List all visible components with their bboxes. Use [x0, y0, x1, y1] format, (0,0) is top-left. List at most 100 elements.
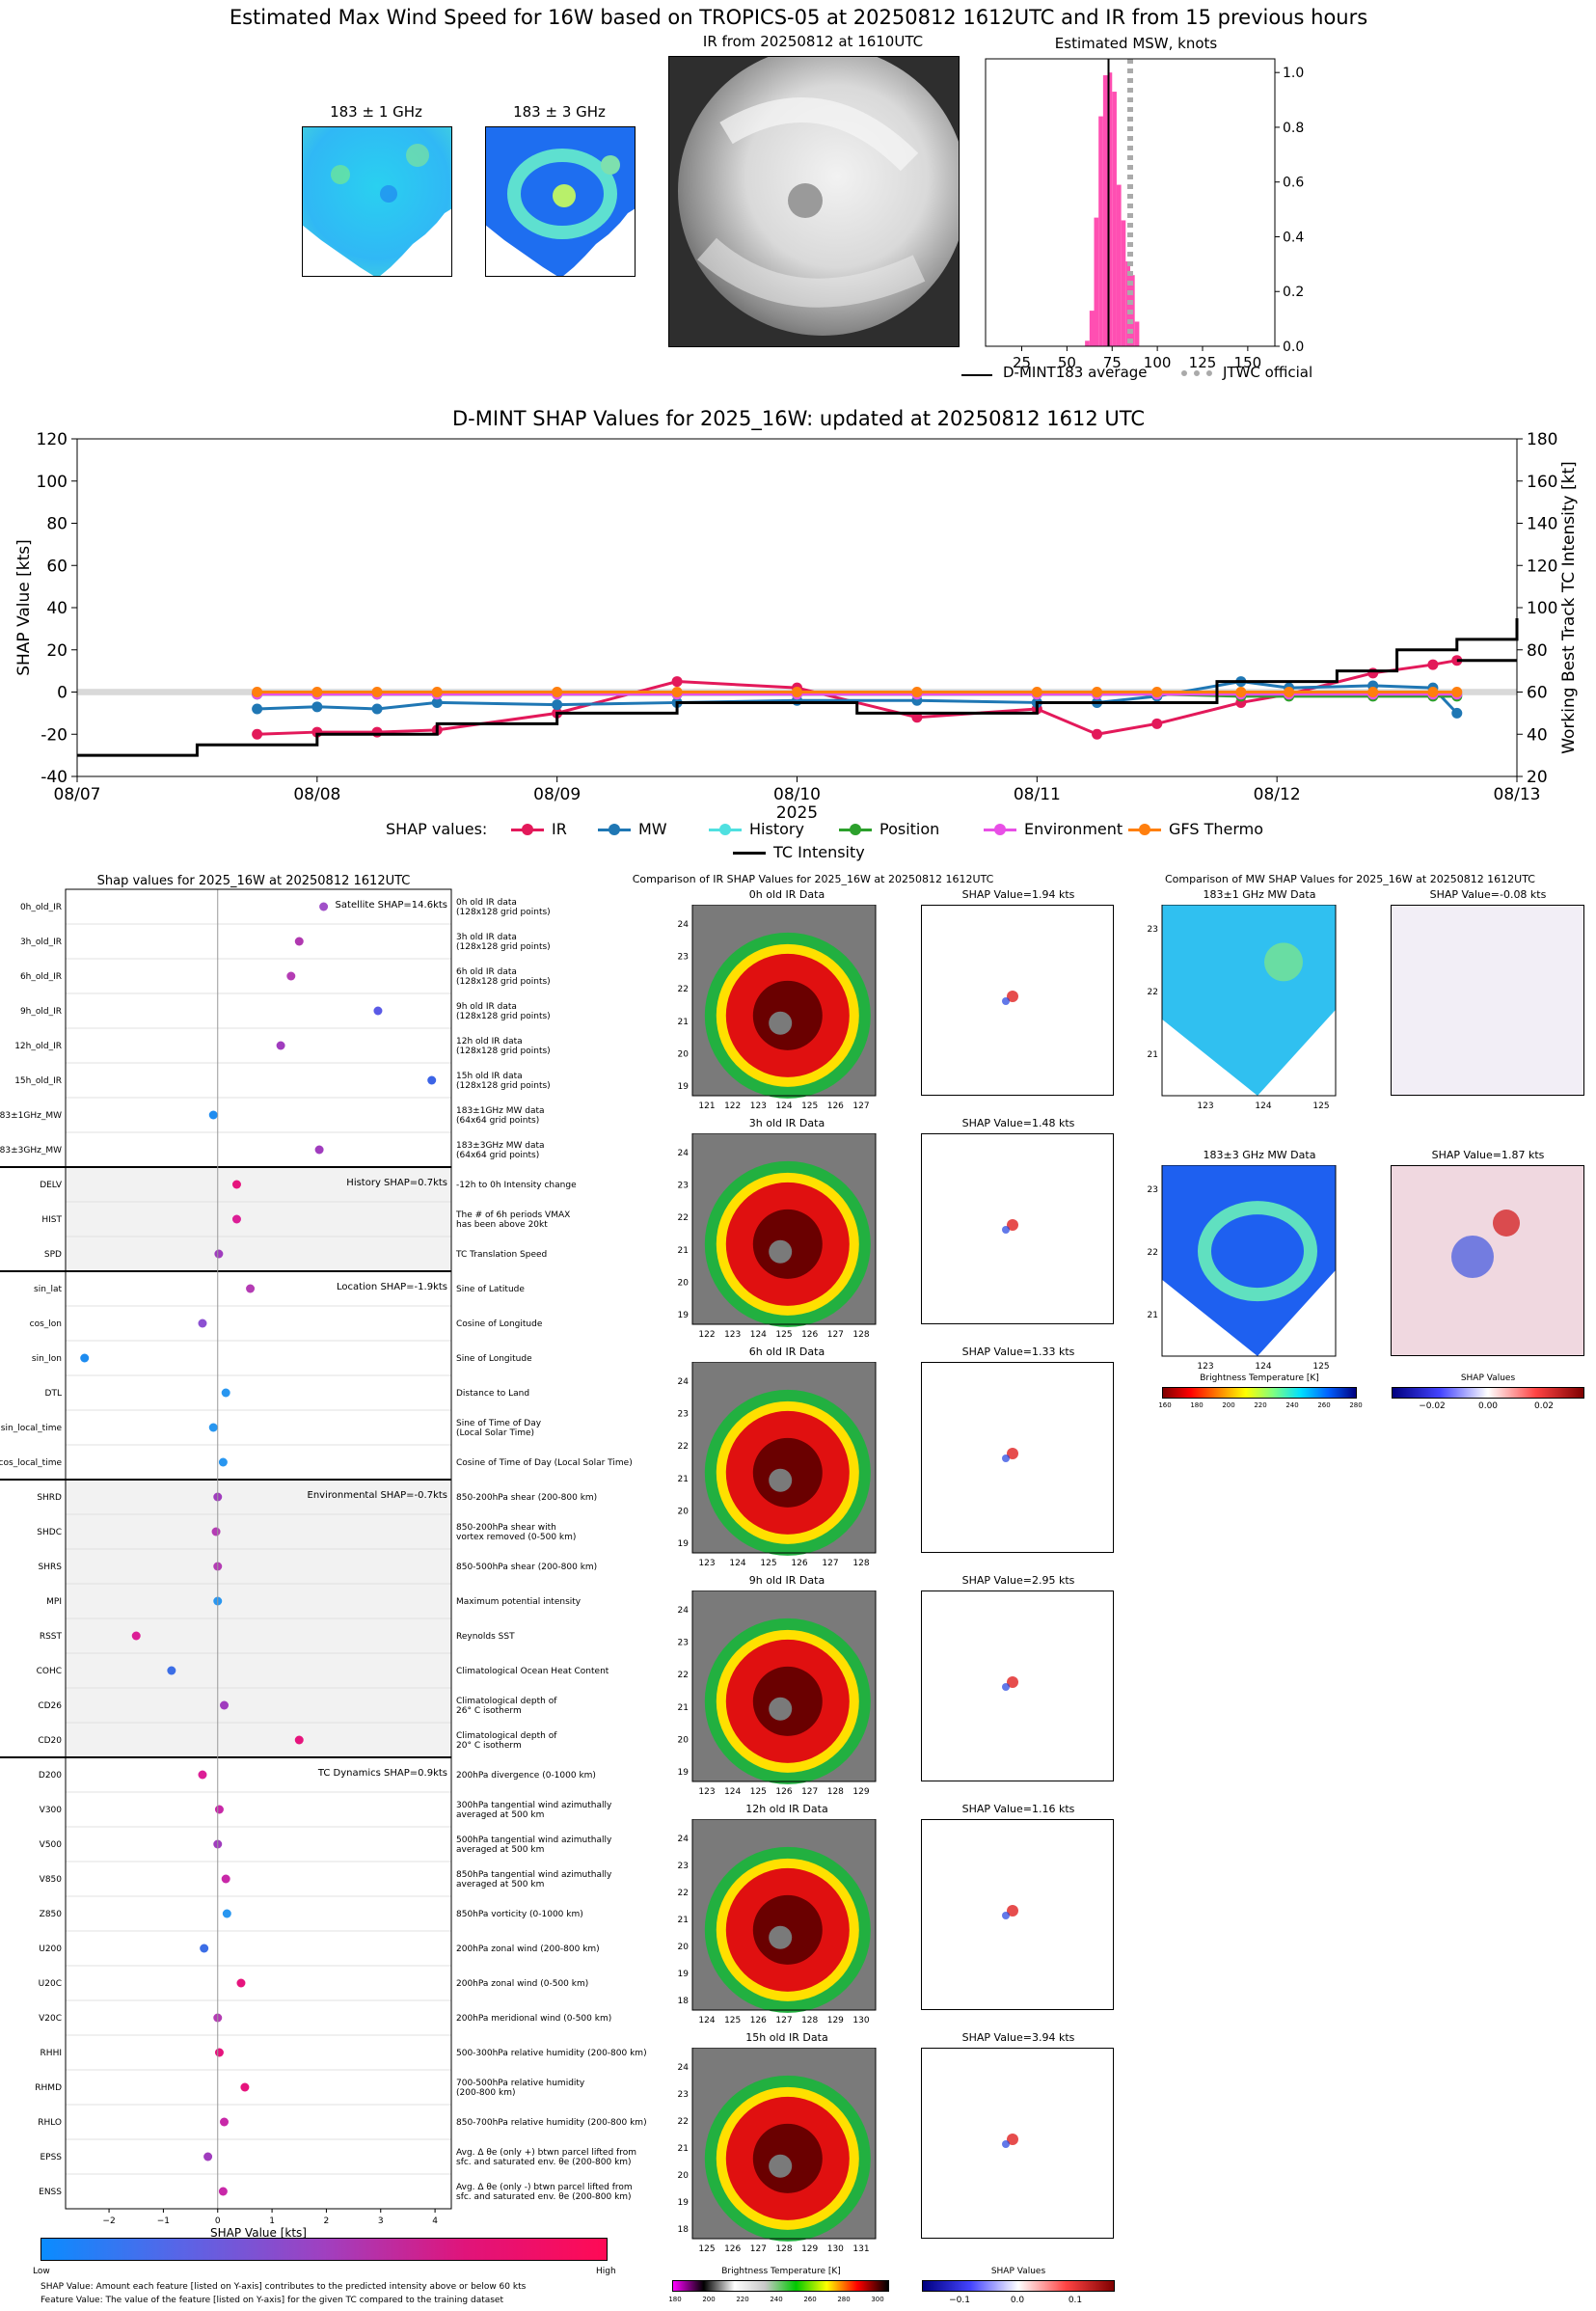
series-point — [371, 703, 383, 715]
ts-y2tick-label: 120 — [1527, 557, 1557, 576]
ir-shap-label: SHAP Value=1.16 kts — [961, 1803, 1075, 1815]
feature-point — [214, 1249, 224, 1259]
ir-xtick-label: 130 — [852, 2016, 869, 2026]
ir-shap-cold — [1002, 1455, 1010, 1462]
ir-shap-hot — [1007, 1676, 1018, 1688]
feature-label: RSST — [40, 1632, 63, 1642]
ir-frame — [691, 905, 877, 1097]
ir-shap-frame — [921, 2048, 1114, 2239]
ir-bt-tick: 180 — [668, 2296, 682, 2303]
ir-panel-label: 0h old IR Data — [748, 888, 825, 901]
feature-xtick-label: 3 — [378, 2216, 384, 2226]
ts-y2tick-label: 60 — [1527, 684, 1548, 703]
mw-shap-label: SHAP Value=1.87 kts — [1431, 1149, 1545, 1161]
feature-label: CD26 — [38, 1701, 62, 1711]
feature-desc: (128x128 grid points) — [456, 977, 551, 987]
feature-point — [427, 1075, 437, 1085]
ts-xtick-label: 08/10 — [773, 785, 821, 804]
feature-point — [198, 1319, 207, 1328]
feature-point — [319, 902, 329, 911]
feature-label: U20C — [39, 1979, 62, 1989]
feature-desc: Distance to Land — [456, 1389, 529, 1399]
ir-xtick-label: 124 — [729, 1559, 745, 1568]
ts-xlabel: 2025 — [776, 803, 818, 823]
feature-label: RHLO — [38, 2118, 62, 2128]
series-point — [252, 728, 263, 740]
ir-frame — [691, 1819, 877, 2011]
series-point — [252, 687, 263, 697]
series-point — [1367, 667, 1379, 679]
feature-label: V20C — [39, 2014, 62, 2024]
ts-ytick-label: 60 — [46, 557, 68, 576]
feature-colorbar — [41, 2238, 608, 2261]
feature-label: ENSS — [39, 2188, 62, 2197]
feature-xlabel: SHAP Value [kts] — [210, 2226, 307, 2238]
ir-ytick-label: 19 — [678, 1768, 690, 1778]
hist-ytick-label: 0.2 — [1283, 285, 1304, 300]
ir-xtick-label: 126 — [775, 1787, 792, 1797]
feature-point — [211, 1527, 221, 1536]
ir-bt-tick: 300 — [871, 2296, 884, 2303]
feature-point — [294, 937, 304, 946]
mw-patch — [1264, 942, 1303, 982]
ir-xtick-label: 125 — [775, 1330, 792, 1340]
ir-ytick-label: 22 — [678, 2117, 689, 2127]
ir-eye — [769, 2154, 793, 2178]
ir-xtick-label: 126 — [791, 1559, 807, 1568]
feature-desc: 15h old IR data — [456, 1072, 523, 1081]
hist-xtick-label: 75 — [1103, 354, 1122, 371]
feature-desc: (128x128 grid points) — [456, 1047, 551, 1056]
ts-ytick-label: 120 — [37, 430, 68, 449]
legend-label: MW — [638, 820, 667, 838]
mw-frame — [1161, 1165, 1337, 1357]
footnote-2: Feature Value: The value of the feature … — [41, 2296, 504, 2305]
feature-point — [218, 2187, 228, 2196]
feature-desc: 0h old IR data — [456, 898, 517, 908]
feature-shap-title: Shap values for 2025_16W at 20250812 161… — [96, 874, 411, 888]
legend-marker — [719, 824, 731, 835]
ir-shap-image — [921, 1362, 1114, 1553]
series-point — [1427, 659, 1439, 670]
feature-point — [221, 1874, 230, 1884]
ir-bt-colorbar — [672, 2280, 889, 2292]
msw-histogram: 2550751001251500.00.20.40.60.81.0Relativ… — [985, 58, 1304, 371]
feature-desc: 500hPa tangential wind azimuthally — [456, 1835, 612, 1845]
feature-label: SHDC — [37, 1528, 62, 1537]
ir-shap-hot — [1007, 2134, 1018, 2145]
ir-eye — [769, 1925, 793, 1949]
ir-shap-frame — [921, 1591, 1114, 1781]
ir-eye — [769, 1239, 793, 1264]
feature-desc: Sine of Time of Day — [456, 1419, 542, 1428]
ir-shap-image — [921, 1819, 1114, 2010]
ir-xtick-label: 124 — [750, 1330, 767, 1340]
mw-shap-label: SHAP Values — [1460, 1373, 1516, 1383]
legend-label: History — [749, 820, 804, 838]
ir-xtick-label: 126 — [724, 2244, 741, 2254]
ir-panel-label: 9h old IR Data — [748, 1574, 825, 1587]
ir-ytick-label: 24 — [678, 2063, 690, 2073]
ir-ytick-label: 20 — [678, 1507, 690, 1516]
ir-panel-label: 6h old IR Data — [748, 1346, 825, 1358]
feature-label: D200 — [39, 1771, 62, 1781]
feature-desc: 26° C isotherm — [456, 1706, 522, 1716]
ir-xtick-label: 127 — [775, 2016, 792, 2026]
ir-ytick-label: 20 — [678, 1278, 690, 1288]
feature-point — [236, 1978, 246, 1988]
feature-xtick-label: 1 — [269, 2216, 275, 2226]
ir-shap-cold — [1002, 1912, 1010, 1919]
feature-label: cos_local_time — [0, 1458, 62, 1468]
ts-y2label: Working Best Track TC Intensity [kt] — [1559, 461, 1579, 754]
feature-label: 183±1GHz_MW — [0, 1111, 62, 1121]
footnote-1: SHAP Value: Amount each feature [listed … — [41, 2282, 527, 2292]
series-point — [1427, 687, 1439, 697]
feature-desc: -12h to 0h Intensity change — [456, 1181, 577, 1190]
feature-xtick-label: −2 — [102, 2216, 115, 2226]
hist-bar — [1094, 217, 1099, 346]
ir-ytick-label: 23 — [678, 1862, 689, 1871]
mw-shap-tick: 0.00 — [1477, 1401, 1499, 1411]
feature-point — [222, 1909, 231, 1918]
legend-swatch — [733, 852, 766, 855]
series-point — [311, 701, 323, 713]
feature-desc: vortex removed (0-500 km) — [456, 1533, 576, 1542]
ir-ytick-label: 23 — [678, 1639, 689, 1648]
